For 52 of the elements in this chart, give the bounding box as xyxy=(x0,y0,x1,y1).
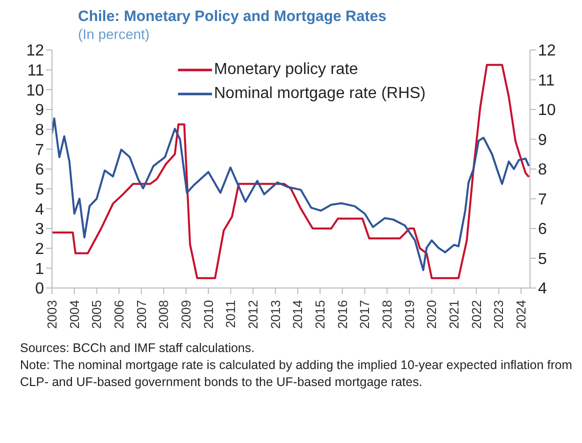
y-tick-label: 7 xyxy=(35,142,44,159)
y-tick-label: 6 xyxy=(35,162,44,179)
x-tick-label: 2011 xyxy=(223,300,238,328)
x-tick-label: 2017 xyxy=(357,300,372,329)
text: Note: The nominal mortgage rate is calculated by adding the implied 10-year expected inflation from CLP- and UF-based government bonds to the UF-based mortgage rates. xyxy=(20,357,574,391)
y2-tick-label: 7 xyxy=(538,191,547,208)
y-tick-label: 1 xyxy=(35,260,44,278)
y-tick-label: 0 xyxy=(35,280,44,298)
x-tick-label: 2021 xyxy=(446,300,462,329)
y-tick-label: 10 xyxy=(26,82,44,100)
x-tick-label: 2013 xyxy=(268,300,283,329)
x-tick-label: 2015 xyxy=(312,300,328,329)
y2-tick-label: 6 xyxy=(538,221,547,238)
x-tick-label: 2020 xyxy=(424,300,440,329)
x-tick-label: 2024 xyxy=(514,300,529,329)
x-tick-label: 2009 xyxy=(178,300,194,329)
x-tick-label: 2010 xyxy=(200,300,216,329)
x-tick-label: 2023 xyxy=(491,300,506,329)
line-series xyxy=(52,64,530,280)
y-tick-label: 4 xyxy=(35,201,44,218)
y2-tick-label: 9 xyxy=(538,132,547,149)
y2-tick-label: 5 xyxy=(538,250,547,268)
x-tick-label: 2008 xyxy=(156,300,172,329)
x-tick-label: 2014 xyxy=(290,300,306,329)
y-tick-label: 11 xyxy=(27,62,44,80)
x-tick-label: 2003 xyxy=(44,300,60,329)
chart-title: Chile: Monetary Policy and Mortgage Rates xyxy=(78,8,388,26)
x-tick-label: 2016 xyxy=(334,300,350,329)
y-tick-label: 2 xyxy=(35,241,44,258)
y2-tick-label: 12 xyxy=(538,42,556,60)
y-tick-label: 3 xyxy=(35,221,44,238)
legend-label: Monetary policy rate xyxy=(214,60,358,80)
y2-tick-label: 4 xyxy=(538,280,547,298)
x-tick-label: 2012 xyxy=(246,300,261,329)
y-tick-label: 9 xyxy=(35,102,44,120)
x-tick-label: 2019 xyxy=(402,300,417,329)
x-tick-label: 2018 xyxy=(380,300,395,329)
chart-subtitle: (In percent) xyxy=(78,26,151,42)
source-note: Sources: BCCh and IMF staff calculations. xyxy=(20,340,256,357)
line-series xyxy=(52,117,530,272)
y2-tick-label: 11 xyxy=(538,72,555,90)
y2-tick-label: 8 xyxy=(538,162,547,179)
y-tick-label: 5 xyxy=(35,182,44,199)
legend-label: Nominal mortgage rate (RHS) xyxy=(214,84,426,104)
y-tick-label: 8 xyxy=(35,122,44,140)
x-tick-label: 2007 xyxy=(134,300,149,329)
x-tick-label: 2022 xyxy=(468,300,484,329)
x-tick-label: 2006 xyxy=(112,300,127,329)
y2-tick-label: 10 xyxy=(538,102,556,120)
y-tick-label: 12 xyxy=(26,42,44,60)
x-tick-label: 2004 xyxy=(66,300,82,329)
x-tick-label: 2005 xyxy=(89,300,104,329)
